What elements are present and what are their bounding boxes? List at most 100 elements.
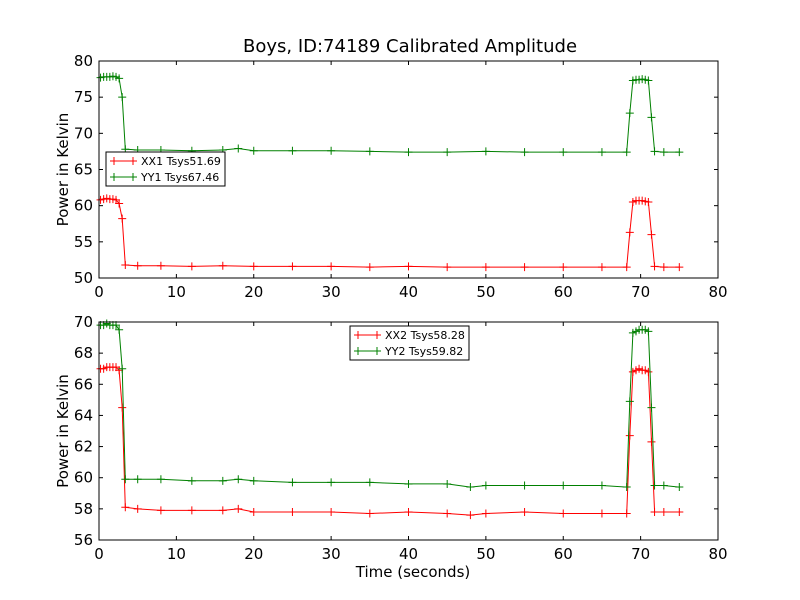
data-point xyxy=(288,262,297,271)
data-point xyxy=(659,148,668,157)
legend: XX1 Tsys51.69 YY1 Tsys67.46 xyxy=(105,151,226,187)
data-point xyxy=(675,483,684,492)
data-point xyxy=(443,148,452,157)
data-point xyxy=(644,327,653,336)
x-tick-label: 0 xyxy=(94,545,104,563)
x-tick-label: 80 xyxy=(708,283,727,301)
data-point xyxy=(622,263,631,272)
data-point xyxy=(644,76,653,85)
data-point xyxy=(675,507,684,516)
data-point xyxy=(520,481,529,490)
x-tick-label: 70 xyxy=(631,283,650,301)
data-point xyxy=(288,478,297,487)
data-point xyxy=(650,262,659,271)
data-point xyxy=(156,261,165,270)
y-tick-label: 58 xyxy=(74,500,93,518)
data-point xyxy=(597,509,606,518)
data-point xyxy=(404,148,413,157)
legend-label: XX1 Tsys51.69 xyxy=(141,155,221,168)
data-point xyxy=(218,261,227,270)
data-point xyxy=(115,325,124,334)
data-point xyxy=(443,479,452,488)
data-point xyxy=(118,214,127,223)
data-point xyxy=(622,483,631,492)
data-point xyxy=(520,263,529,272)
data-point xyxy=(404,479,413,488)
legend: XX2 Tsys58.28 YY2 Tsys59.82 xyxy=(349,325,470,361)
data-point xyxy=(327,478,336,487)
data-point xyxy=(559,509,568,518)
y-tick-label: 60 xyxy=(74,197,93,215)
y-tick-label: 60 xyxy=(74,469,93,487)
data-point xyxy=(115,199,124,208)
legend-marker xyxy=(110,157,118,165)
data-point xyxy=(675,263,684,272)
legend-marker xyxy=(373,347,381,355)
data-point xyxy=(481,509,490,518)
data-point xyxy=(625,228,634,237)
data-point xyxy=(520,148,529,157)
x-tick-label: 20 xyxy=(244,545,263,563)
x-tick-label: 60 xyxy=(554,283,573,301)
data-point xyxy=(443,509,452,518)
data-point xyxy=(466,483,475,492)
legend-box xyxy=(349,325,470,361)
data-point xyxy=(559,148,568,157)
data-point xyxy=(559,481,568,490)
legend-label: YY1 Tsys67.46 xyxy=(140,171,219,184)
legend-marker xyxy=(129,157,137,165)
data-point xyxy=(234,144,243,153)
data-point xyxy=(365,509,374,518)
data-point xyxy=(156,506,165,515)
y-tick-label: 68 xyxy=(74,344,93,362)
data-point xyxy=(249,476,258,485)
data-point xyxy=(625,431,634,440)
data-point xyxy=(597,263,606,272)
x-tick-label: 30 xyxy=(322,545,341,563)
y-tick-label: 80 xyxy=(74,52,93,70)
legend-marker xyxy=(373,331,381,339)
x-axis-label: Time (seconds) xyxy=(355,563,471,581)
data-point xyxy=(622,509,631,518)
legend-marker xyxy=(354,347,362,355)
data-point xyxy=(559,263,568,272)
x-tick-label: 40 xyxy=(399,283,418,301)
data-point xyxy=(118,93,127,102)
data-point xyxy=(121,260,130,269)
data-point xyxy=(234,504,243,513)
data-point xyxy=(327,146,336,155)
data-point xyxy=(365,478,374,487)
data-point xyxy=(288,146,297,155)
data-point xyxy=(118,403,127,412)
data-point xyxy=(187,262,196,271)
subplot-1: 0 10 20 30 40 50 60 70 80 50 55 60 65 70 75 80 Power in … xyxy=(54,52,728,301)
data-point xyxy=(234,475,243,484)
data-point xyxy=(644,367,653,376)
data-point xyxy=(647,437,656,446)
data-point xyxy=(288,507,297,516)
y-axis-label: Power in Kelvin xyxy=(54,113,72,227)
y-tick-label: 64 xyxy=(74,406,93,424)
chart-title: Boys, ID:74189 Calibrated Amplitude xyxy=(243,36,577,57)
data-point xyxy=(327,262,336,271)
y-tick-label: 65 xyxy=(74,161,93,179)
y-tick-label: 70 xyxy=(74,313,93,331)
x-tick-label: 50 xyxy=(476,545,495,563)
data-point xyxy=(625,397,634,406)
data-point xyxy=(365,263,374,272)
data-point xyxy=(597,481,606,490)
x-tick-label: 10 xyxy=(167,283,186,301)
data-point xyxy=(115,74,124,83)
series-yy2 xyxy=(96,319,684,492)
x-tick-label: 70 xyxy=(631,545,650,563)
data-point xyxy=(187,476,196,485)
data-point xyxy=(481,147,490,156)
series-yy1 xyxy=(96,72,684,157)
data-point xyxy=(133,504,142,513)
x-tick-label: 20 xyxy=(244,283,263,301)
series-xx1 xyxy=(96,194,684,272)
y-tick-label: 70 xyxy=(74,124,93,142)
x-tick-label: 0 xyxy=(94,283,104,301)
data-point xyxy=(650,147,659,156)
